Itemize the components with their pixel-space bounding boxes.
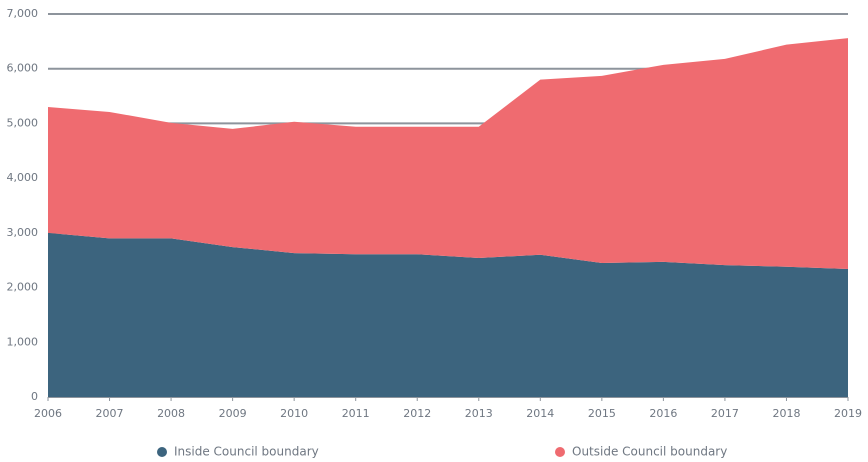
area bbox=[48, 38, 848, 269]
y-tick-label: 1,000 bbox=[7, 335, 39, 348]
area bbox=[48, 232, 848, 397]
legend-text: Inside Council boundary bbox=[174, 445, 319, 459]
x-tick-label: 2017 bbox=[711, 407, 739, 420]
y-tick-label: 2,000 bbox=[7, 281, 39, 294]
y-tick-label: 7,000 bbox=[7, 7, 39, 20]
x-tick-label: 2010 bbox=[280, 407, 308, 420]
x-tick-label: 2006 bbox=[34, 407, 62, 420]
x-tick-label: 2012 bbox=[403, 407, 431, 420]
y-tick-label: 0 bbox=[31, 390, 38, 403]
legend-marker bbox=[157, 447, 167, 457]
x-tick-label: 2008 bbox=[157, 407, 185, 420]
y-tick-label: 3,000 bbox=[7, 226, 39, 239]
x-tick-label: 2016 bbox=[649, 407, 677, 420]
y-tick-label: 5,000 bbox=[7, 116, 39, 129]
legend-marker bbox=[555, 447, 565, 457]
y-tick-label: 6,000 bbox=[7, 62, 39, 75]
x-tick-label: 2015 bbox=[588, 407, 616, 420]
legend-text: Outside Council boundary bbox=[572, 445, 727, 459]
x-tick-label: 2018 bbox=[772, 407, 800, 420]
x-tick-label: 2009 bbox=[219, 407, 247, 420]
x-tick-label: 2007 bbox=[96, 407, 124, 420]
x-tick-label: 2011 bbox=[342, 407, 370, 420]
y-tick-label: 4,000 bbox=[7, 171, 39, 184]
x-tick-label: 2013 bbox=[465, 407, 493, 420]
x-tick-label: 2019 bbox=[834, 407, 862, 420]
x-tick-label: 2014 bbox=[526, 407, 554, 420]
